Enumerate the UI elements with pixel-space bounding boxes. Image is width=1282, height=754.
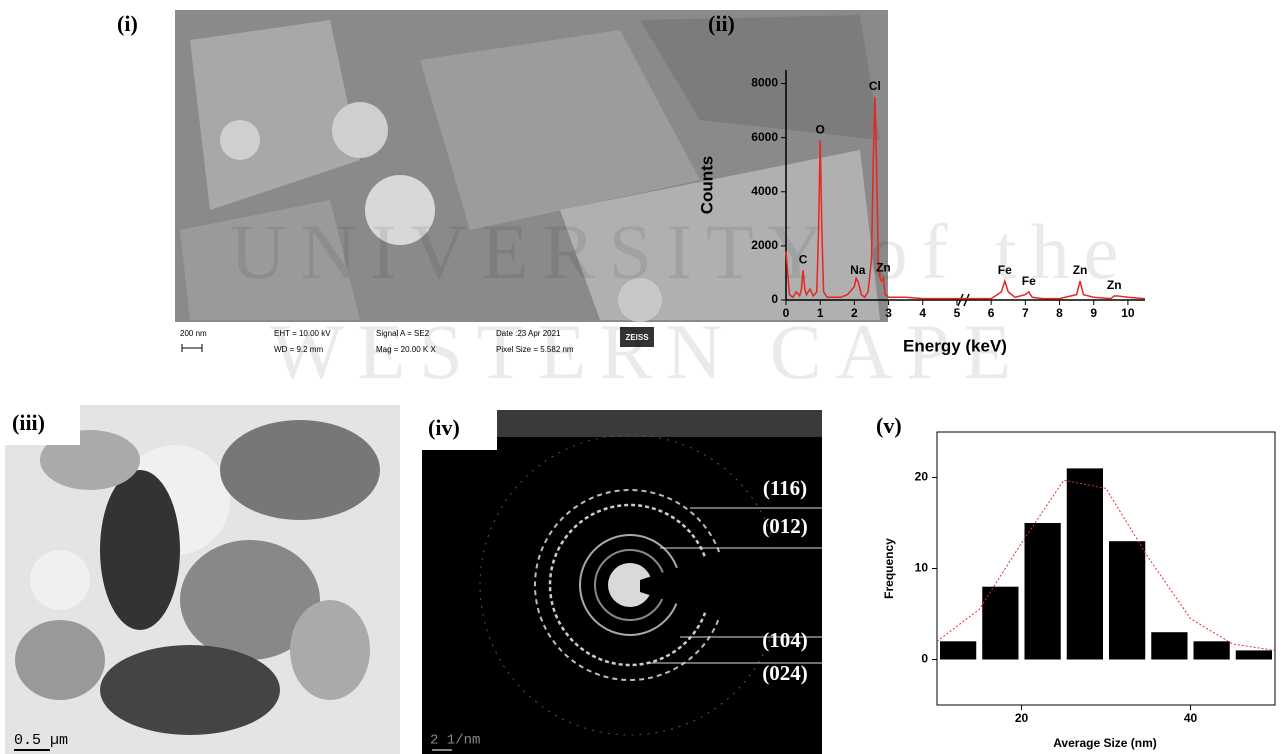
y-tick-label: 20 (915, 470, 929, 484)
x-axis-title: Energy (keV) (903, 336, 1007, 355)
peak-label: Zn (1107, 278, 1122, 292)
peak-label: C (799, 252, 808, 266)
panel-label: (iii) (12, 410, 45, 435)
peak-label: O (816, 123, 825, 137)
panel-label: (iv) (428, 415, 460, 440)
y-tick-label: 6000 (751, 130, 778, 144)
y-axis-title: Counts (697, 156, 716, 215)
x-tick-label: 5 (954, 306, 961, 320)
x-tick-label: 10 (1121, 306, 1135, 320)
bar (1025, 523, 1061, 660)
x-tick-label: 8 (1056, 306, 1063, 320)
x-tick-label: 1 (817, 306, 824, 320)
panel-label: (i) (117, 11, 138, 36)
peak-label: Na (850, 263, 866, 277)
plane-label: (024) (762, 661, 808, 685)
y-tick-label: 4000 (751, 184, 778, 198)
sem-scale-bar: 200 nm (180, 329, 207, 338)
plane-label: (104) (762, 628, 808, 652)
y-axis-title: Frequency (882, 538, 896, 599)
bar (940, 641, 976, 659)
tem-scale-bar: 0.5 µm (14, 732, 68, 749)
watermark: UNIVERSITY of the (230, 208, 1132, 295)
y-tick-label: 2000 (751, 238, 778, 252)
bar (1067, 468, 1103, 659)
x-tick-label: 3 (885, 306, 892, 320)
peak-label: Cl (869, 79, 881, 93)
plane-label: (116) (763, 476, 807, 500)
x-tick-label: 40 (1184, 711, 1198, 725)
x-axis-title: Average Size (nm) (1053, 736, 1157, 750)
bar (1194, 641, 1230, 659)
peak-label: Zn (1073, 263, 1088, 277)
y-tick-label: 0 (921, 652, 928, 666)
x-tick-label: 2 (851, 306, 858, 320)
panel-label: (v) (876, 413, 902, 438)
y-tick-label: 10 (915, 561, 929, 575)
panel-label: (ii) (708, 11, 735, 36)
y-tick-label: 8000 (751, 76, 778, 90)
x-tick-label: 20 (1015, 711, 1029, 725)
saed-image (422, 410, 822, 754)
y-tick-label: 0 (771, 292, 778, 306)
figure: 200 nm EHT = 10.00 kV WD = 9.2 mm Signal… (0, 0, 1282, 754)
saed-scale-bar: 2 1/nm (430, 733, 480, 749)
x-tick-label: 4 (919, 306, 926, 320)
plane-label: (012) (762, 514, 808, 538)
x-tick-label: 7 (1022, 306, 1029, 320)
peak-label: Fe (998, 263, 1012, 277)
peak-label: Fe (1022, 274, 1036, 288)
tem-image (5, 405, 400, 754)
x-tick-label: 9 (1090, 306, 1097, 320)
bar (982, 587, 1018, 660)
bar (1151, 632, 1187, 659)
x-tick-label: 6 (988, 306, 995, 320)
x-tick-label: 0 (783, 306, 790, 320)
bar (1109, 541, 1145, 659)
bar (1236, 650, 1272, 659)
peak-label: Zn (876, 261, 891, 275)
plot-frame (937, 432, 1275, 705)
